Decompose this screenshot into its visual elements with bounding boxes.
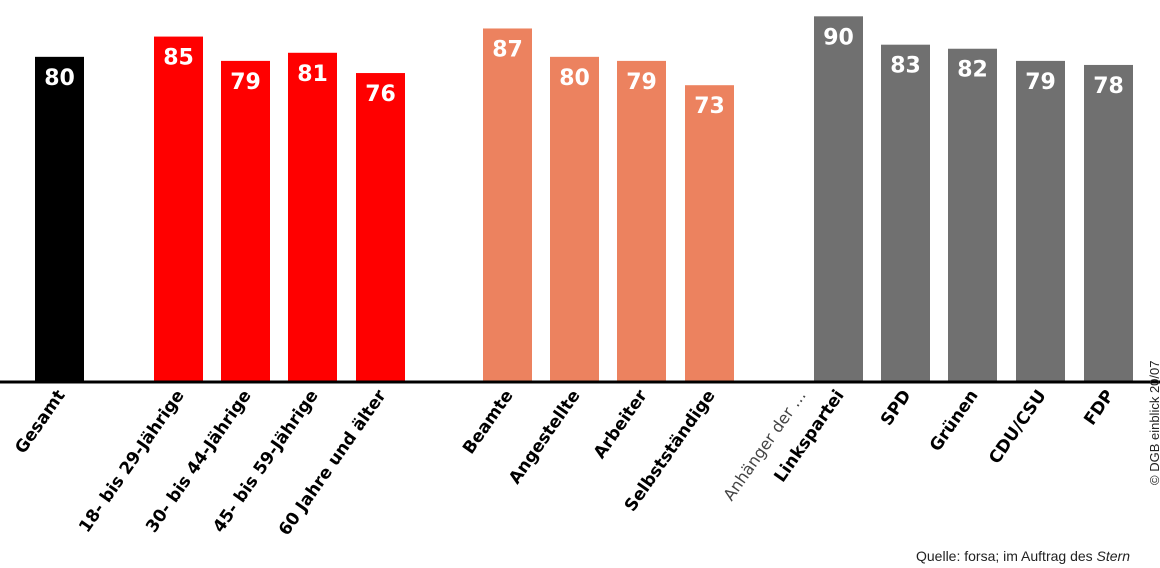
bar-spd [881,44,930,382]
category-label-fdp: FDP [1080,386,1118,429]
value-label-45-bis-59-jaehrige: 81 [297,62,328,87]
copyright-note: © DGB einblick 20/07 [1147,360,1160,485]
value-label-fdp: 78 [1093,74,1124,99]
value-label-arbeiter: 79 [626,70,657,95]
bar-angestellte [550,56,599,382]
category-label-angestellte: Angestellte [505,386,585,488]
category-label-spd: SPD [877,386,916,429]
value-label-spd: 83 [890,54,921,79]
bars-layer [35,16,1133,382]
bar-arbeiter [617,60,666,381]
bar-45-bis-59-jaehrige [288,52,337,382]
bar-cdu-csu [1016,60,1065,381]
value-label-beamte: 87 [492,37,523,62]
bar-gesamt [35,56,84,382]
category-label-beamte: Beamte [459,386,517,458]
category-label-gesamt: Gesamt [11,386,69,457]
category-label-cdu-csu: CDU/CSU [985,386,1050,467]
bar-fdp [1084,64,1133,381]
value-label-cdu-csu: 79 [1025,70,1056,95]
value-label-18-bis-29-jaehrige: 85 [163,46,194,71]
bar-selbststaendige [685,85,734,381]
bar-30-bis-44-jaehrige [221,60,270,381]
category-label-gruenen: Grünen [926,386,983,455]
source-note: Quelle: forsa; im Auftrag des Stern [916,548,1130,564]
value-labels-layer: 80 85 79 81 76 87 80 79 73 90 83 82 79 78 [44,25,1124,119]
value-label-angestellte: 80 [559,66,590,91]
bar-18-bis-29-jaehrige [154,36,203,381]
value-label-30-bis-44-jaehrige: 79 [230,70,261,95]
bar-linkspartei [814,16,863,381]
value-label-gesamt: 80 [44,66,75,91]
value-label-selbststaendige: 73 [694,94,725,119]
bar-gruenen [948,48,997,382]
source-prefix: Quelle: forsa; im Auftrag des [916,548,1097,564]
source-emphasis: Stern [1096,548,1130,564]
value-label-linkspartei: 90 [823,25,854,50]
bar-beamte [483,28,532,381]
bar-60-jahre-und-aelter [356,73,405,381]
value-label-gruenen: 82 [957,58,988,83]
category-label-arbeiter: Arbeiter [590,386,652,463]
value-label-60-jahre-und-aelter: 76 [365,82,396,107]
